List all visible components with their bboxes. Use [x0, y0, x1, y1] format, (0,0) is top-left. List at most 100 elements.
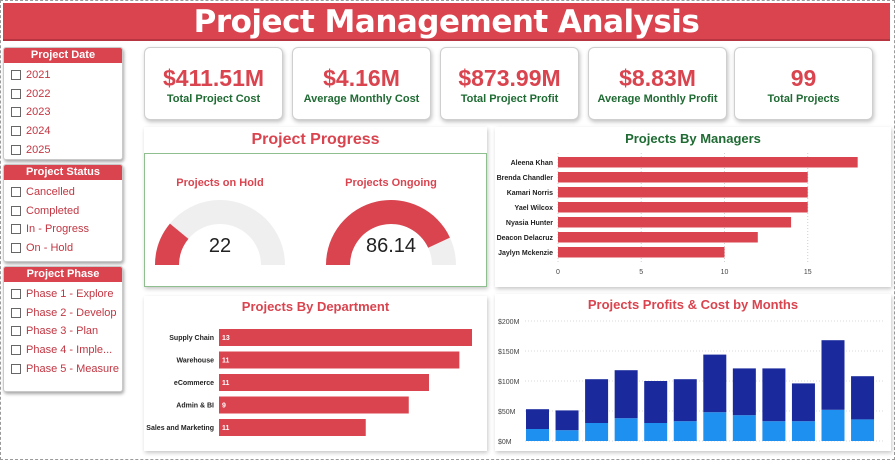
department-bar: [219, 351, 460, 369]
slicer-item-2021[interactable]: 2021: [4, 66, 122, 85]
manager-bar: [558, 157, 858, 168]
x-tick-label: 15: [804, 269, 812, 276]
department-bar: [219, 419, 366, 436]
department-bar: [219, 329, 472, 346]
panel-title: Projects By Managers: [625, 131, 761, 146]
slicer-header: Project Status: [4, 165, 122, 180]
y-tick-label: $50M: [498, 409, 516, 416]
checkbox[interactable]: [11, 326, 21, 337]
bar-data-label: 9: [222, 403, 226, 410]
slicer-item-label: 2024: [26, 125, 51, 138]
manager-bar: [558, 247, 725, 258]
month-bar-profit-segment: [555, 430, 579, 441]
checkbox[interactable]: [11, 243, 21, 254]
slicer-project-date: Project Date 2021 2022 2023 2024 2025: [3, 47, 123, 160]
slicer-item-in-progress[interactable]: In - Progress: [4, 220, 122, 239]
kpi-total-project-profit: $873.99M Total Project Profit: [440, 47, 579, 120]
month-bar-cost-segment: [614, 370, 638, 419]
checkbox[interactable]: [11, 289, 21, 300]
category-label: Admin & BI: [176, 403, 214, 410]
months-chart: $0M $50M $100M $150M $200M: [498, 319, 885, 446]
category-label: Deacon Delacruz: [497, 235, 554, 242]
panel-title: Projects Profits & Cost by Months: [587, 297, 799, 312]
checkbox[interactable]: [11, 363, 21, 374]
slicer-item-label: 2022: [26, 87, 51, 100]
y-tick-label: $0M: [498, 439, 512, 446]
slicer-item-2022[interactable]: 2022: [4, 85, 122, 104]
month-bar-cost-segment: [762, 368, 786, 422]
x-tick-label: 5: [639, 269, 643, 276]
slicer-item-2025[interactable]: 2025: [4, 140, 122, 159]
slicer-item-label: In - Progress: [26, 223, 89, 236]
category-label: Jaylyn Mckenzie: [498, 250, 553, 257]
bar-data-label: 13: [222, 335, 230, 342]
kpi-label: Total Project Profit: [460, 93, 559, 105]
slicer-item-2024[interactable]: 2024: [4, 122, 122, 141]
y-tick-label: $150M: [498, 349, 520, 356]
project-progress-panel: Project Progress Projects on Hold 22 Pro…: [144, 127, 487, 287]
slicer-item-phase-2[interactable]: Phase 2 - Develop: [4, 304, 122, 323]
checkbox[interactable]: [11, 144, 21, 155]
title-bar: Project Management Analysis: [3, 3, 890, 41]
slicer-item-completed[interactable]: Completed: [4, 202, 122, 221]
managers-chart: 0 5 10 15 Aleena Khan Brenda Chandler Kamari N…: [497, 153, 858, 276]
category-label: Brenda Chandler: [497, 175, 554, 182]
checkbox[interactable]: [11, 70, 21, 81]
category-label: Supply Chain: [169, 335, 214, 342]
checkbox[interactable]: [11, 126, 21, 137]
month-bar-cost-segment: [821, 340, 845, 410]
bar-data-label: 11: [222, 358, 230, 365]
checkbox[interactable]: [11, 224, 21, 235]
manager-bar: [558, 202, 808, 213]
slicer-item-label: Phase 4 - Imple...: [26, 344, 113, 357]
slicer-item-2023[interactable]: 2023: [4, 103, 122, 122]
month-bar-cost-segment: [555, 410, 579, 431]
kpi-value: $4.16M: [323, 65, 400, 91]
checkbox[interactable]: [11, 345, 21, 356]
slicer-item-phase-1[interactable]: Phase 1 - Explore: [4, 285, 122, 304]
gauge-label-on-hold: Projects on Hold: [176, 177, 263, 189]
kpi-value: $873.99M: [458, 65, 561, 91]
slicer-item-label: Phase 3 - Plan: [26, 325, 99, 338]
panel-title: Projects By Department: [241, 299, 390, 314]
y-tick-label: $200M: [498, 319, 520, 326]
month-bar-profit-segment: [526, 429, 549, 441]
slicer-item-cancelled[interactable]: Cancelled: [4, 183, 122, 202]
slicer-item-phase-4[interactable]: Phase 4 - Imple...: [4, 341, 122, 360]
checkbox[interactable]: [11, 107, 21, 118]
checkbox[interactable]: [11, 88, 21, 99]
gauge-on-hold-fill: [155, 223, 189, 265]
slicer-item-phase-3[interactable]: Phase 3 - Plan: [4, 322, 122, 341]
month-bar-profit-segment: [703, 412, 727, 441]
month-bar-profit-segment: [762, 421, 786, 441]
slicer-item-label: Phase 2 - Develop: [26, 306, 117, 319]
projects-by-department-panel: Projects By Department Supply Chain 13 War…: [144, 296, 487, 451]
month-bar-cost-segment: [673, 379, 697, 422]
slicer-item-on-hold[interactable]: On - Hold: [4, 239, 122, 258]
month-bar-profit-segment: [673, 421, 697, 441]
gauge-container: Projects on Hold 22 Projects Ongoing 86.…: [144, 153, 487, 287]
slicer-header: Project Date: [4, 48, 122, 63]
slicer-item-label: 2025: [26, 143, 51, 156]
gauge-value-ongoing: 86.14: [366, 235, 416, 257]
department-bar: [219, 396, 409, 414]
slicer-item-label: Phase 1 - Explore: [26, 288, 114, 301]
category-label: Kamari Norris: [507, 190, 553, 197]
slicer-project-phase: Project Phase Phase 1 - Explore Phase 2 …: [3, 266, 123, 392]
slicer-header: Project Phase: [4, 267, 122, 282]
kpi-label: Average Monthly Profit: [597, 93, 718, 105]
kpi-value: $411.51M: [162, 65, 265, 91]
slicer-item-phase-5[interactable]: Phase 5 - Measure: [4, 359, 122, 378]
gauge-value-on-hold: 22: [209, 235, 231, 257]
checkbox[interactable]: [11, 187, 21, 198]
checkbox[interactable]: [11, 205, 21, 216]
gauge-on-hold-track: [155, 200, 285, 265]
category-label: Warehouse: [177, 358, 215, 365]
slicer-item-label: On - Hold: [26, 242, 74, 255]
month-bar-profit-segment: [644, 423, 668, 441]
kpi-total-project-cost: $411.51M Total Project Cost: [144, 47, 283, 120]
month-bar-cost-segment: [791, 383, 815, 422]
checkbox[interactable]: [11, 307, 21, 318]
bar-data-label: 11: [222, 425, 230, 432]
month-bar-cost-segment: [526, 409, 549, 429]
